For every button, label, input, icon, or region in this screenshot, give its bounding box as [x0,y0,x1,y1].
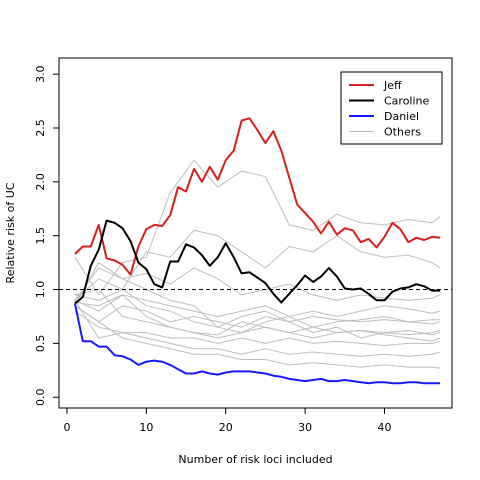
others-series-line-8 [74,300,441,357]
others-series-line-2 [74,229,441,301]
x-axis-title: Number of risk loci included [178,453,332,466]
legend: Jeff Caroline Daniel Others [340,71,443,145]
y-tick-label: 0.0 [34,388,47,406]
y-tick-label: 1.0 [34,281,47,299]
legend-label-caroline: Caroline [384,95,430,108]
highlighted-series-group [73,117,441,385]
others-series-line-7 [74,310,441,347]
x-tick-label: 40 [378,421,392,434]
y-tick-label: 3.0 [34,65,47,83]
y-tick-label: 1.5 [34,227,47,245]
others-series-line-9 [74,305,441,369]
legend-label-jeff: Jeff [383,79,402,92]
y-tick-label: 0.5 [34,335,47,353]
others-series-line-11 [74,294,441,342]
x-tick-label: 0 [63,421,70,434]
x-tick-label: 30 [298,421,312,434]
others-series-group [74,159,441,369]
y-tick-label: 2.0 [34,173,47,191]
x-tick-label: 10 [139,421,153,434]
plot-frame [58,57,453,409]
x-tick-label: 20 [219,421,233,434]
series-line-daniel [73,303,441,385]
series-line-caroline [74,219,441,305]
legend-label-others: Others [384,126,421,139]
y-tick-label: 2.5 [34,119,47,137]
others-series-line-4 [74,294,441,318]
legend-label-daniel: Daniel [384,110,419,123]
axes: 0 10 20 30 40 0.0 0.5 1.0 1.5 2.0 2.5 3.0 Number of … [4,57,453,466]
others-series-line-10 [74,267,441,334]
y-axis-title: Relative risk of UC [4,182,17,283]
others-series-line-12 [74,288,441,339]
